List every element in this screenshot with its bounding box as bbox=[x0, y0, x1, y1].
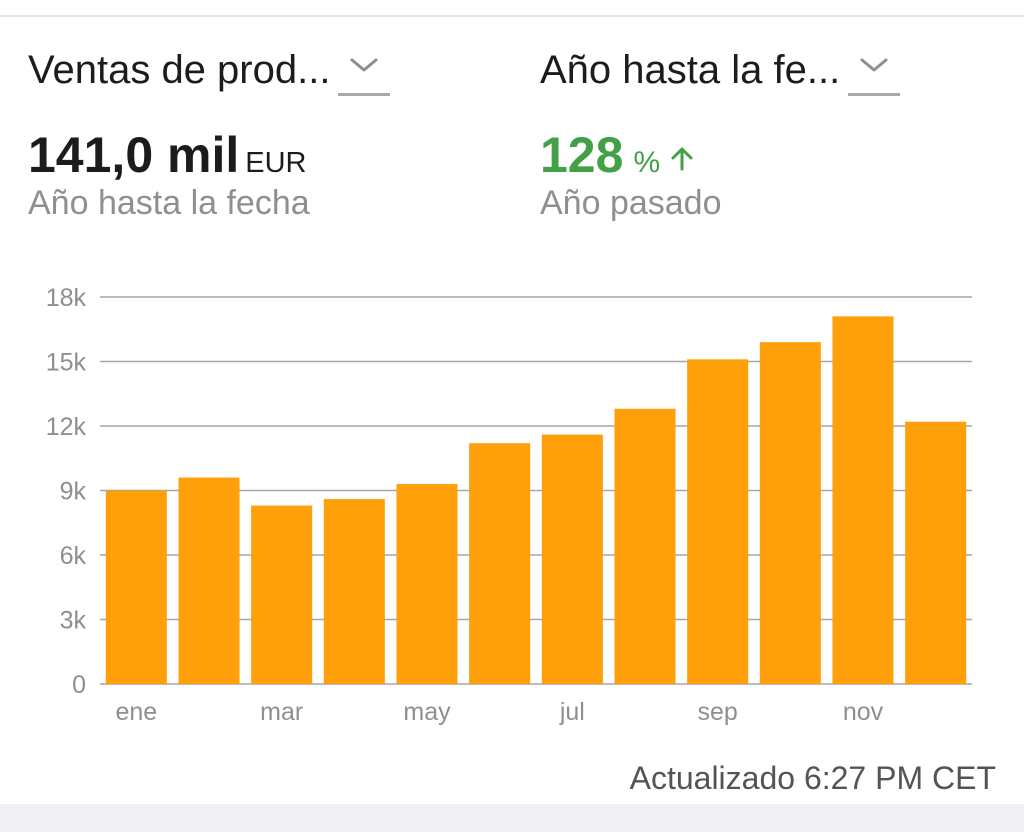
total-value: 141,0 mil bbox=[28, 127, 240, 183]
bar-ago[interactable] bbox=[614, 408, 676, 684]
y-tick-label: 0 bbox=[72, 671, 86, 699]
x-tick-label: may bbox=[403, 698, 451, 726]
y-tick-label: 9k bbox=[60, 478, 87, 506]
bar-oct[interactable] bbox=[759, 342, 821, 684]
total-unit: EUR bbox=[245, 147, 307, 179]
change-kpi: 128% bbox=[540, 128, 695, 182]
metric-selector[interactable]: Ventas de prod... bbox=[28, 46, 391, 96]
change-value: 128 bbox=[540, 127, 624, 183]
monthly-sales-chart: 0 3k 6k 9k 12k 15k 18k ene mar may jul sep nov bbox=[46, 284, 972, 726]
x-tick-label: mar bbox=[260, 698, 303, 726]
total-kpi: 141,0 mil EUR bbox=[28, 128, 307, 182]
top-divider bbox=[0, 15, 1024, 17]
metric-dropdown-button[interactable] bbox=[338, 46, 391, 96]
y-tick-label: 18k bbox=[46, 284, 87, 312]
chevron-down-icon bbox=[860, 58, 888, 72]
bar-dic[interactable] bbox=[905, 421, 967, 684]
bar-jul[interactable] bbox=[541, 434, 603, 684]
bar-nov[interactable] bbox=[832, 316, 894, 684]
period-dropdown-button[interactable] bbox=[848, 46, 901, 96]
bar-may[interactable] bbox=[396, 484, 458, 684]
chevron-down-icon bbox=[350, 58, 378, 72]
total-subtitle: Año hasta la fecha bbox=[28, 184, 310, 222]
metric-selector-label: Ventas de prod... bbox=[28, 48, 331, 92]
bar-mar[interactable] bbox=[251, 505, 313, 684]
bar-abr[interactable] bbox=[323, 499, 385, 684]
x-tick-label: sep bbox=[698, 698, 738, 726]
bar-feb[interactable] bbox=[178, 477, 240, 684]
bar-ene[interactable] bbox=[105, 490, 167, 685]
y-tick-label: 3k bbox=[60, 607, 87, 635]
x-tick-label: ene bbox=[115, 698, 157, 726]
last-updated-label: Actualizado 6:27 PM CET bbox=[629, 760, 996, 796]
arrow-up-icon bbox=[671, 147, 693, 171]
y-tick-label: 12k bbox=[46, 413, 87, 441]
bar-sep[interactable] bbox=[687, 359, 749, 684]
x-tick-label: jul bbox=[559, 698, 585, 726]
bottom-band bbox=[0, 804, 1024, 832]
dropdown-underline bbox=[848, 93, 901, 96]
x-tick-label: nov bbox=[843, 698, 884, 726]
y-tick-label: 6k bbox=[60, 542, 87, 570]
bar-jun[interactable] bbox=[469, 443, 531, 684]
change-subtitle: Año pasado bbox=[540, 184, 722, 222]
period-selector-label: Año hasta la fe... bbox=[540, 48, 841, 92]
dropdown-underline bbox=[338, 93, 391, 96]
change-unit: % bbox=[633, 146, 661, 179]
period-selector[interactable]: Año hasta la fe... bbox=[540, 46, 901, 96]
y-tick-label: 15k bbox=[46, 349, 87, 377]
